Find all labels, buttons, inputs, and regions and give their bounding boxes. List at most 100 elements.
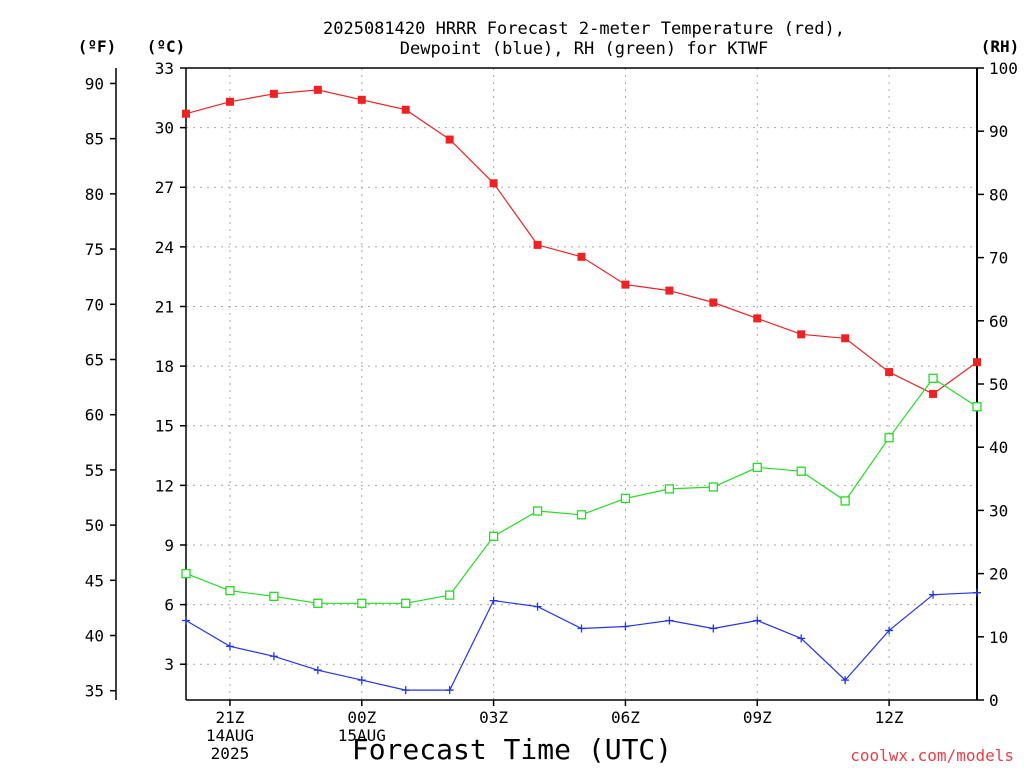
celsius-tick-label: 9	[164, 536, 174, 555]
celsius-tick-label: 6	[164, 596, 174, 615]
temperature-line	[185, 89, 978, 395]
dewpoint-marker	[753, 616, 762, 625]
rh-marker	[488, 531, 499, 541]
rh-marker	[445, 590, 455, 600]
rh-marker	[225, 586, 235, 596]
dewpoint-marker	[489, 596, 498, 605]
fahrenheit-tick-label: 40	[85, 627, 104, 646]
dewpoint-marker	[225, 642, 234, 651]
temperature-marker	[313, 85, 322, 94]
x-axis-label: Forecast Time (UTC)	[352, 733, 672, 766]
temperature-marker	[753, 314, 762, 323]
axes	[115, 67, 978, 701]
rh-tick-label: 80	[989, 185, 1008, 204]
dewpoint-marker	[533, 602, 542, 611]
rh-marker	[840, 496, 850, 506]
x-tick-label: 14AUG	[206, 726, 254, 745]
dewpoint-marker	[577, 624, 586, 633]
dewpoint-line	[185, 592, 978, 691]
rh-axis-unit: (RH)	[981, 37, 1020, 56]
fahrenheit-tick-label: 35	[85, 682, 104, 701]
fahrenheit-tick-label: 85	[85, 130, 104, 149]
celsius-tick-label: 21	[155, 297, 174, 316]
temperature-marker	[489, 179, 498, 188]
chart-title-line-2: Dewpoint (blue), RH (green) for KTWF	[400, 39, 768, 59]
temperature-marker	[665, 286, 674, 295]
rh-tick-label: 50	[989, 375, 1008, 394]
fahrenheit-tick-label: 90	[85, 74, 104, 93]
rh-tick-label: 0	[989, 691, 999, 710]
temperature-marker	[577, 252, 586, 261]
temperature-marker	[885, 368, 894, 377]
rh-tick-label: 10	[989, 628, 1008, 647]
temperature-marker	[269, 89, 278, 98]
dewpoint-marker	[797, 634, 806, 643]
temperature-marker	[621, 280, 630, 289]
dewpoint-marker	[885, 626, 894, 635]
x-tick-label: 15AUG	[338, 726, 386, 745]
temperature-marker	[533, 240, 542, 249]
fahrenheit-tick-label: 45	[85, 571, 104, 590]
rh-marker	[620, 493, 631, 504]
dewpoint-marker	[709, 624, 718, 633]
rh-marker	[181, 568, 191, 579]
rh-marker	[357, 598, 367, 608]
fahrenheit-tick-label: 50	[85, 516, 104, 535]
rh-tick-label: 90	[989, 122, 1008, 141]
x-tick-label: 06Z	[611, 708, 640, 727]
fahrenheit-axis-unit: (ºF)	[78, 37, 117, 56]
celsius-tick-label: 3	[164, 655, 174, 674]
dewpoint-marker	[841, 676, 850, 685]
temperature-marker	[182, 109, 190, 118]
temperature-marker	[841, 334, 850, 343]
temperature-marker	[401, 105, 410, 114]
rh-marker	[401, 598, 411, 608]
celsius-tick-label: 33	[155, 59, 174, 78]
dewpoint-marker	[182, 616, 190, 625]
temperature-marker	[225, 97, 234, 106]
credit-text: coolwx.com/models	[850, 746, 1014, 765]
celsius-tick-label: 18	[155, 357, 174, 376]
fahrenheit-tick-label: 65	[85, 350, 104, 369]
dewpoint-marker	[445, 686, 454, 695]
rh-marker	[313, 598, 323, 608]
temperature-marker	[445, 135, 454, 144]
rh-marker	[708, 482, 718, 492]
x-tick-label: 12Z	[875, 708, 904, 727]
fahrenheit-tick-label: 70	[85, 295, 104, 314]
rh-tick-label: 70	[989, 249, 1008, 268]
celsius-axis-unit: (ºC)	[147, 37, 186, 56]
rh-tick-label: 40	[989, 438, 1008, 457]
rh-marker	[576, 510, 587, 520]
x-tick-label: 21Z	[215, 708, 244, 727]
fahrenheit-tick-label: 80	[85, 185, 104, 204]
dewpoint-marker	[973, 588, 981, 597]
rh-marker	[796, 466, 806, 476]
dewpoint-marker	[401, 686, 410, 695]
rh-marker	[884, 433, 894, 443]
rh-marker	[269, 591, 279, 602]
temperature-marker	[709, 298, 718, 307]
celsius-tick-label: 12	[155, 476, 174, 495]
celsius-tick-label: 27	[155, 178, 174, 197]
x-tick-label: 09Z	[743, 708, 772, 727]
temperature-marker	[797, 330, 806, 339]
rh-line	[185, 377, 978, 604]
grid-lines	[186, 68, 977, 700]
dewpoint-marker	[665, 616, 674, 625]
rh-marker	[972, 402, 982, 412]
dewpoint-marker	[269, 652, 278, 661]
x-tick-label: 00Z	[347, 708, 376, 727]
rh-tick-label: 20	[989, 565, 1008, 584]
rh-tick-label: 100	[989, 59, 1018, 78]
temperature-marker	[973, 358, 981, 367]
celsius-tick-label: 24	[155, 238, 174, 257]
dewpoint-marker	[313, 666, 322, 675]
data-series	[181, 85, 982, 695]
temperature-marker	[357, 95, 366, 104]
rh-tick-label: 30	[989, 501, 1008, 520]
celsius-tick-label: 30	[155, 119, 174, 138]
rh-marker	[664, 484, 675, 494]
